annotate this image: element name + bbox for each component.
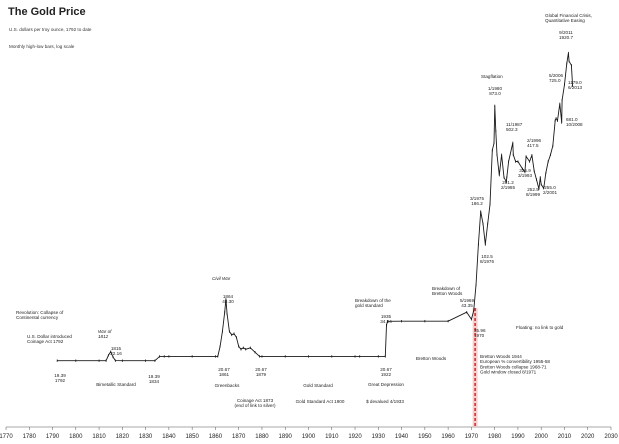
x-tick-label: 1930: [372, 434, 386, 440]
annotation-label: 20.67 1879: [255, 367, 267, 377]
x-tick-label: 2000: [535, 434, 549, 440]
x-tick-label: 1910: [325, 434, 339, 440]
annotation-label: 3/1975 186.2: [470, 196, 484, 206]
x-tick-label: 1870: [232, 434, 246, 440]
x-tick-label: 1900: [302, 434, 316, 440]
annotation-label: Great Depression: [368, 382, 404, 387]
x-tick-label: 1960: [441, 434, 455, 440]
gold-window-band: [472, 308, 478, 427]
annotation-label: Gold Standard Act 1900: [296, 399, 345, 404]
annotation-label: 5/1969 43.35: [460, 298, 474, 308]
annotation-label: Stagflation: [481, 74, 503, 79]
annotation-label: Bretton Woods: [416, 356, 447, 361]
annotation-label: 19.39 1792: [54, 373, 66, 383]
annotation-label: 5/2006 725.0: [549, 73, 563, 83]
x-tick-label: 1810: [92, 434, 106, 440]
annotation-label: 255.0 2/2001: [543, 185, 557, 195]
x-tick-label: 1780: [23, 434, 37, 440]
annotation-label: War of 1812: [98, 329, 112, 339]
x-tick-label: 2020: [581, 434, 595, 440]
chart-title: The Gold Price: [8, 6, 86, 18]
x-tick-label: 1970: [465, 434, 479, 440]
price-line: [57, 52, 574, 362]
annotation-label: Global Financial Crisis, Quantitative Eas…: [545, 13, 592, 23]
annotation-label: 20.67 1922: [380, 367, 392, 377]
annotation-label: Breakdown of Bretton Woods: [432, 286, 463, 296]
annotation-label: 20.67 1861: [218, 367, 230, 377]
x-tick-label: 1990: [511, 434, 525, 440]
x-tick-label: 1980: [488, 434, 502, 440]
x-tick-label: 1950: [418, 434, 432, 440]
annotation-label: 252.5 8/1999: [526, 187, 540, 197]
x-tick-label: 1860: [209, 434, 223, 440]
annotation-label: 19.39 1834: [148, 374, 160, 384]
x-tick-label: 1830: [139, 434, 153, 440]
x-tick-label: 1770: [0, 434, 13, 440]
annotation-label: Bretton Woods 1944 European % convertibil…: [480, 354, 550, 375]
x-tick-label: 1920: [348, 434, 362, 440]
annotation-label: 1815 22.16: [110, 346, 122, 356]
annotation-label: Coinage Act 1873 (end of link to silver): [234, 398, 276, 408]
annotation-label: 11/1987 502.3: [506, 122, 523, 132]
x-tick-label: 1790: [46, 434, 60, 440]
annotation-label: 1179.0 6/2013: [568, 80, 582, 90]
x-tick-label: 1840: [162, 434, 176, 440]
annotation-label: Greenbacks: [215, 383, 240, 388]
x-tick-label: 2030: [604, 434, 618, 440]
annotation-label: Civil War: [212, 276, 231, 281]
annotation-label: 9/2011 1920.7: [559, 30, 573, 40]
annotation-label: 2/1996 417.5: [527, 138, 541, 148]
annotation-label: U.S. Dollar introduced Coinage Act 1792: [27, 334, 72, 344]
annotation-label: 681.0 10/2008: [566, 117, 583, 127]
annotation-label: 102.5 8/1976: [480, 254, 494, 264]
annotation-label: Gold Standard: [303, 383, 333, 388]
x-tick-label: 1800: [69, 434, 83, 440]
x-tick-label: 1940: [395, 434, 409, 440]
annotation-label: 1/1980 873.0: [488, 86, 502, 96]
annotation-label: 35.96 1970: [474, 328, 486, 338]
x-tick-label: 2010: [558, 434, 572, 440]
annotation-label: Bimetallic Standard: [96, 382, 136, 387]
annotation-label: Revolution: Collapse of Continental curre…: [16, 310, 64, 320]
x-tick-label: 1890: [279, 434, 293, 440]
annotation-label: 325.9 3/1993: [518, 168, 532, 178]
x-tick-label: 1850: [185, 434, 199, 440]
chart-subtitle: U.S. dollars per troy ounce, 1792 to dat…: [9, 27, 92, 32]
annotation-label: $ devalued 4/1933: [366, 399, 404, 404]
annotation-label: 1864 48.30: [222, 294, 234, 304]
chart-note: Monthly high-low bars, log scale: [9, 44, 75, 49]
annotation-label: 281.2 2/1985: [501, 180, 515, 190]
annotation-label: Breakdown of the gold standard: [355, 298, 391, 308]
annotation-label: Floating: no link to gold: [516, 325, 564, 330]
x-tick-label: 1880: [255, 434, 269, 440]
x-tick-label: 1820: [116, 434, 130, 440]
annotation-label: 1935 34.94: [380, 314, 392, 324]
